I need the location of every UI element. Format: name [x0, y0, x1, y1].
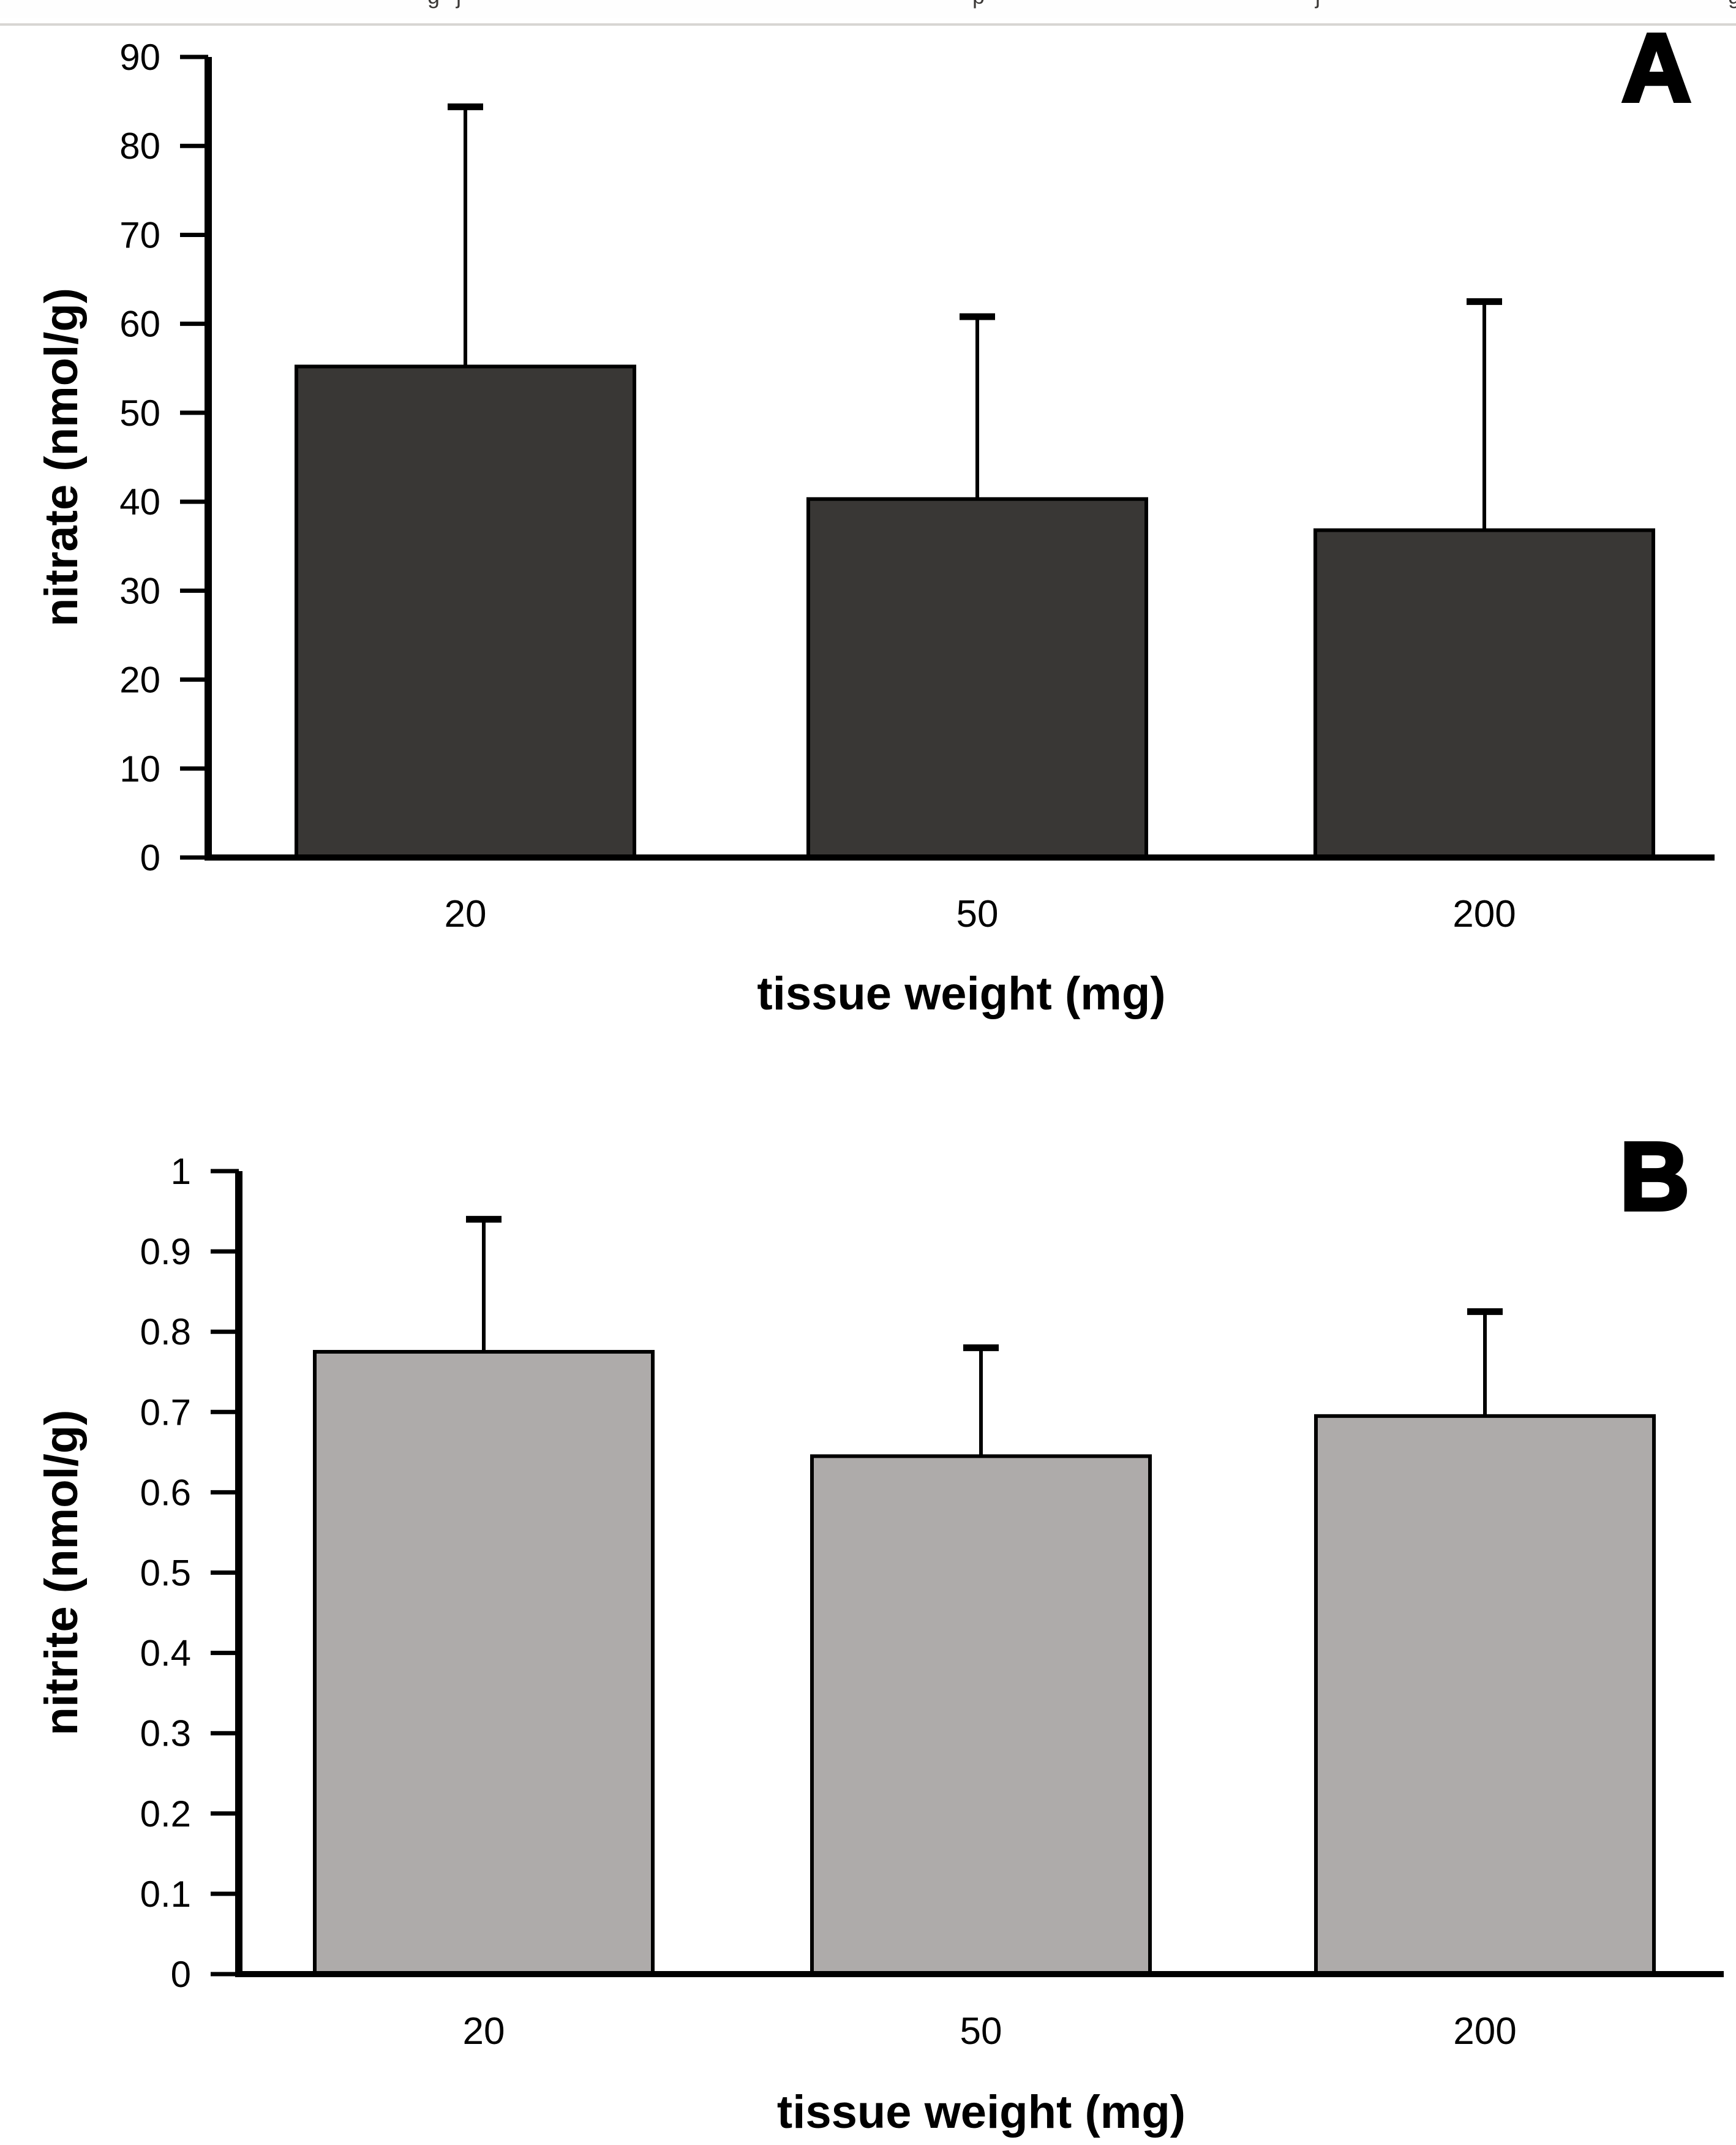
clipped-text-fragment: j [1315, 0, 1320, 9]
chart-panel-b: 0 0.1 0.2 0.3 0.4 0.5 0.6 0.7 0.8 0.9 1 20 50 200 tiss… [36, 1151, 1724, 2138]
y-axis-title: nitrate (nmol/g) [36, 288, 88, 627]
chart-panel-a: 0 10 20 30 40 50 60 70 80 90 20 50 200 tissue weight … [36, 37, 1715, 1020]
y-tick-label: 20 [119, 660, 160, 701]
y-tick-label: 0 [171, 1954, 191, 1995]
y-tick-label: 30 [119, 570, 160, 611]
y-tick-label: 0.5 [140, 1553, 191, 1594]
clipped-text-fragment: g [427, 0, 440, 9]
y-tick-label: 50 [119, 393, 160, 434]
x-tick-label: 20 [463, 2010, 505, 2053]
bar-200mg [1313, 528, 1655, 859]
y-tick-label: 80 [119, 126, 160, 167]
x-axis-title: tissue weight (mg) [757, 968, 1165, 1020]
y-tick-label: 60 [119, 304, 160, 345]
bar-200mg [1314, 1414, 1656, 1976]
panel-label-a: A [1620, 14, 1693, 122]
y-tick-label: 0.3 [140, 1713, 191, 1754]
y-tick-label: 0.6 [140, 1472, 191, 1513]
bar-20mg [295, 364, 636, 859]
y-tick-label: 0.8 [140, 1311, 191, 1352]
x-tick-label: 200 [1452, 893, 1516, 935]
bar-50mg [810, 1454, 1152, 1976]
y-tick-label: 90 [119, 37, 160, 78]
y-tick-label: 1 [171, 1151, 191, 1192]
bar-50mg [806, 497, 1148, 859]
clipped-text-fragment: p [972, 0, 985, 9]
panel-label-b: B [1618, 1123, 1691, 1231]
cropped-text-strip: gjpjg [0, 0, 1736, 18]
y-tick-label: 40 [119, 481, 160, 522]
clipped-text-fragment: j [456, 0, 461, 9]
y-tick-label: 0.1 [140, 1874, 191, 1915]
y-tick-label: 0.7 [140, 1392, 191, 1433]
x-tick-label: 50 [956, 893, 999, 935]
x-tick-label: 20 [445, 893, 487, 935]
y-tick-label: 0.2 [140, 1793, 191, 1834]
y-tick-label: 0.4 [140, 1633, 191, 1674]
x-tick-label: 200 [1453, 2010, 1516, 2053]
y-tick-label: 0.9 [140, 1231, 191, 1272]
y-tick-label: 10 [119, 748, 160, 790]
page-divider-rule [0, 23, 1736, 26]
clipped-text-fragment: g [1728, 0, 1736, 9]
bar-20mg [313, 1349, 655, 1977]
x-axis-title: tissue weight (mg) [777, 2086, 1186, 2138]
y-tick-label: 0 [140, 837, 160, 878]
x-tick-label: 50 [960, 2010, 1002, 2053]
y-axis-title: nitrite (nmol/g) [36, 1410, 88, 1736]
y-tick-label: 70 [119, 214, 160, 255]
